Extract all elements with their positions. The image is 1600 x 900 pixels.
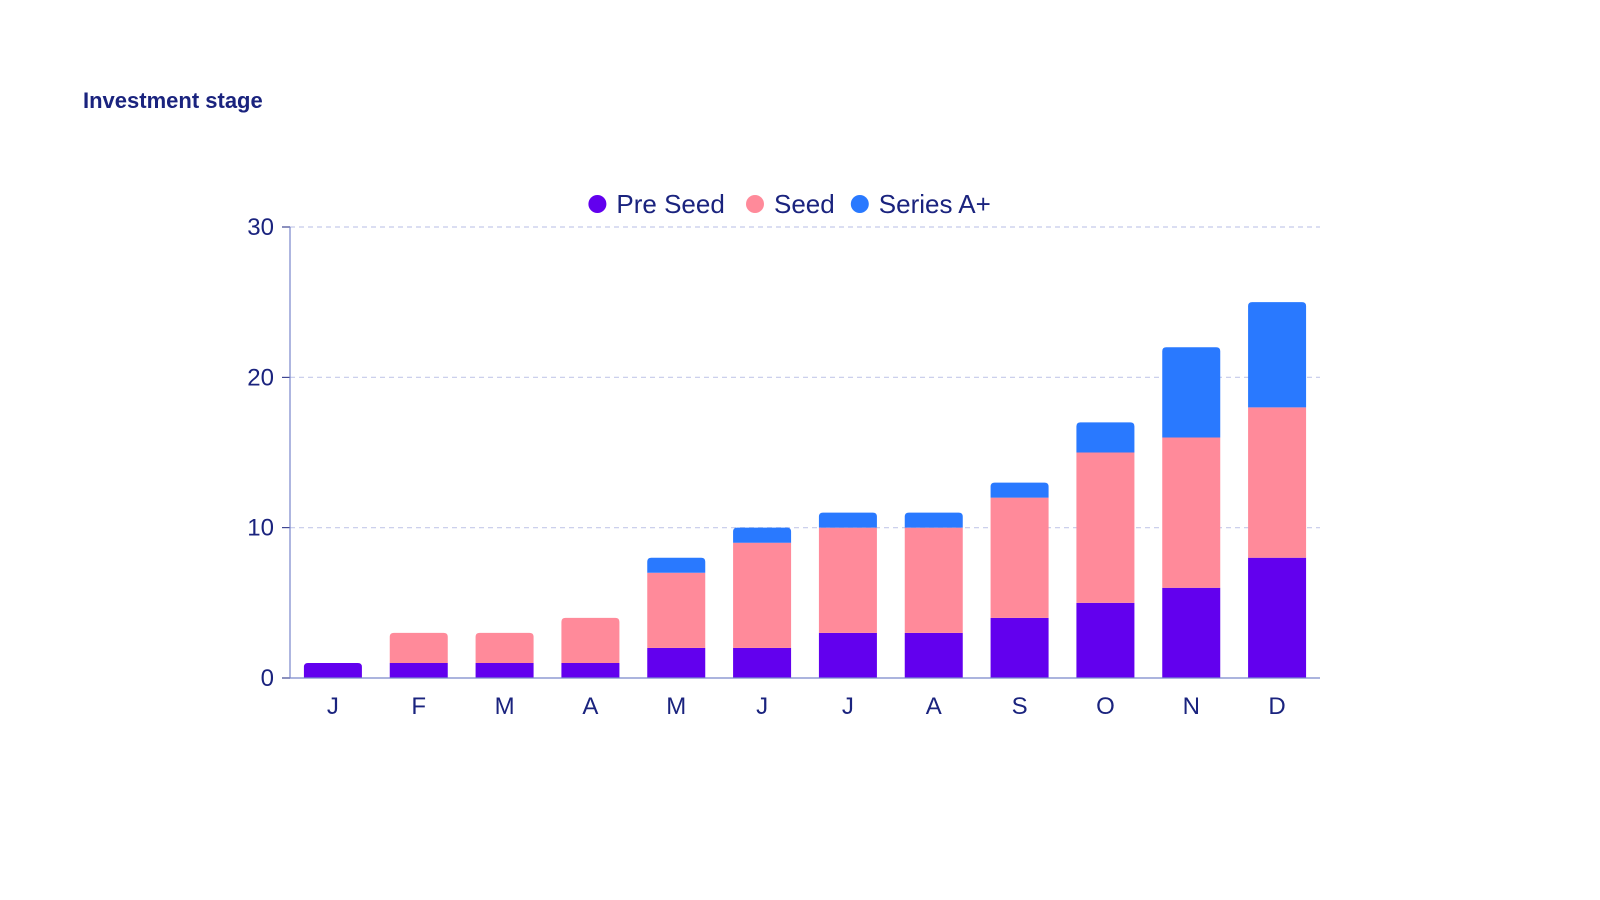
x-tick-label: M — [495, 693, 515, 720]
bar-segment-seed — [1248, 407, 1307, 558]
bars — [303, 302, 1307, 678]
gridlines — [290, 226, 1320, 529]
x-tick-label: J — [327, 693, 339, 720]
bar-segment-pre-seed — [561, 662, 620, 678]
legend-label: Pre Seed — [616, 189, 724, 219]
bar-segment-seed — [990, 497, 1049, 618]
bar-segment-series-a- — [990, 482, 1049, 498]
legend-marker — [850, 195, 869, 213]
x-tick-label: M — [666, 693, 686, 720]
x-tick-label: J — [842, 693, 854, 720]
bar-segment-seed — [733, 542, 792, 648]
x-tick-label: A — [926, 693, 942, 720]
bar-segment-pre-seed — [733, 647, 792, 678]
y-tick-label: 20 — [247, 364, 274, 391]
bar-segment-pre-seed — [818, 632, 877, 678]
x-tick-label: F — [411, 693, 426, 720]
x-tick-label: S — [1012, 693, 1028, 720]
legend: Pre Seed Seed Series A+ — [588, 189, 991, 219]
bar-segment-series-a- — [733, 527, 792, 543]
bar-segment-seed — [1162, 437, 1221, 588]
bar-segment-series-a- — [1248, 302, 1307, 408]
bar-segment-seed — [389, 632, 448, 663]
bar-segment-seed — [818, 527, 877, 633]
bar-segment-pre-seed — [303, 662, 362, 678]
bar-segment-series-a- — [647, 557, 706, 573]
legend-marker — [588, 195, 607, 213]
bar-segment-series-a- — [1076, 422, 1135, 453]
bar-segment-seed — [904, 527, 963, 633]
x-tick-label: O — [1096, 693, 1115, 720]
legend-label: Series A+ — [879, 189, 991, 219]
bar-segment-seed — [561, 617, 620, 663]
bar-segment-seed — [475, 632, 534, 663]
legend-label: Seed — [774, 189, 835, 219]
bar-segment-series-a- — [1162, 347, 1221, 438]
bar-segment-pre-seed — [990, 617, 1049, 678]
bar-segment-pre-seed — [1248, 557, 1307, 678]
bar-segment-seed — [1076, 452, 1135, 603]
x-tick-label: N — [1183, 693, 1200, 720]
x-tick-label: D — [1268, 693, 1285, 720]
bar-segment-pre-seed — [389, 662, 448, 678]
y-tick-label: 0 — [261, 665, 274, 692]
bar-segment-series-a- — [818, 512, 877, 528]
x-tick-label: J — [756, 693, 768, 720]
y-tick-label: 30 — [247, 214, 274, 241]
x-tick-label: A — [582, 693, 598, 720]
bar-segment-pre-seed — [475, 662, 534, 678]
bar-segment-pre-seed — [1076, 602, 1135, 678]
page-title: Investment stage — [83, 88, 263, 113]
bar-segment-pre-seed — [647, 647, 706, 678]
axes: 0 10 20 30 J F M A M J J A S O N D — [247, 214, 1320, 720]
bar-segment-pre-seed — [1162, 587, 1221, 678]
y-tick-label: 10 — [247, 515, 274, 542]
bar-segment-seed — [647, 572, 706, 648]
bar-segment-series-a- — [904, 512, 963, 528]
legend-marker — [746, 195, 764, 213]
bar-segment-pre-seed — [904, 632, 963, 678]
